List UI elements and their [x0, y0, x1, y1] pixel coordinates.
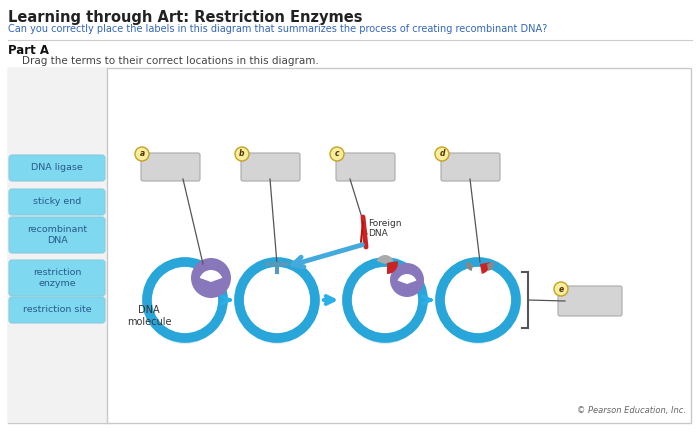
- FancyBboxPatch shape: [9, 217, 105, 253]
- Text: Learning through Art: Restriction Enzymes: Learning through Art: Restriction Enzyme…: [8, 10, 363, 25]
- Wedge shape: [199, 270, 223, 282]
- Circle shape: [330, 147, 344, 161]
- Circle shape: [435, 147, 449, 161]
- Text: e: e: [559, 285, 564, 293]
- FancyBboxPatch shape: [441, 153, 500, 181]
- Text: c: c: [335, 149, 339, 158]
- Text: Drag the terms to their correct locations in this diagram.: Drag the terms to their correct location…: [22, 56, 318, 66]
- Text: DNA
molecule: DNA molecule: [127, 305, 172, 327]
- FancyBboxPatch shape: [9, 260, 105, 296]
- Text: sticky end: sticky end: [33, 197, 81, 207]
- Circle shape: [135, 147, 149, 161]
- Text: Foreign
DNA: Foreign DNA: [368, 219, 402, 238]
- Wedge shape: [466, 262, 473, 271]
- FancyBboxPatch shape: [241, 153, 300, 181]
- Text: DNA ligase: DNA ligase: [31, 164, 83, 172]
- Wedge shape: [387, 261, 398, 274]
- Circle shape: [191, 258, 231, 298]
- Wedge shape: [480, 262, 490, 274]
- Wedge shape: [398, 274, 416, 284]
- Circle shape: [239, 268, 315, 344]
- Circle shape: [440, 268, 516, 344]
- Text: © Pearson Education, Inc.: © Pearson Education, Inc.: [577, 406, 686, 415]
- Wedge shape: [377, 255, 393, 264]
- FancyBboxPatch shape: [558, 286, 622, 316]
- Circle shape: [347, 262, 423, 338]
- FancyBboxPatch shape: [8, 68, 691, 423]
- Text: a: a: [139, 149, 145, 158]
- FancyBboxPatch shape: [9, 297, 105, 323]
- Text: Part A: Part A: [8, 44, 49, 57]
- Text: restriction
enzyme: restriction enzyme: [33, 268, 81, 288]
- Text: recombinant
DNA: recombinant DNA: [27, 225, 87, 245]
- Circle shape: [440, 262, 516, 338]
- Circle shape: [147, 262, 223, 338]
- FancyBboxPatch shape: [9, 155, 105, 181]
- Wedge shape: [487, 262, 494, 271]
- Text: b: b: [239, 149, 245, 158]
- FancyBboxPatch shape: [9, 189, 105, 215]
- Circle shape: [239, 262, 315, 338]
- Circle shape: [390, 263, 424, 297]
- Circle shape: [347, 268, 423, 344]
- FancyBboxPatch shape: [8, 68, 107, 423]
- FancyBboxPatch shape: [336, 153, 395, 181]
- Circle shape: [147, 268, 223, 344]
- FancyBboxPatch shape: [141, 153, 200, 181]
- Text: d: d: [440, 149, 444, 158]
- Text: Can you correctly place the labels in this diagram that summarizes the process o: Can you correctly place the labels in th…: [8, 24, 547, 34]
- Circle shape: [235, 147, 249, 161]
- Circle shape: [554, 282, 568, 296]
- Text: restriction site: restriction site: [22, 306, 91, 315]
